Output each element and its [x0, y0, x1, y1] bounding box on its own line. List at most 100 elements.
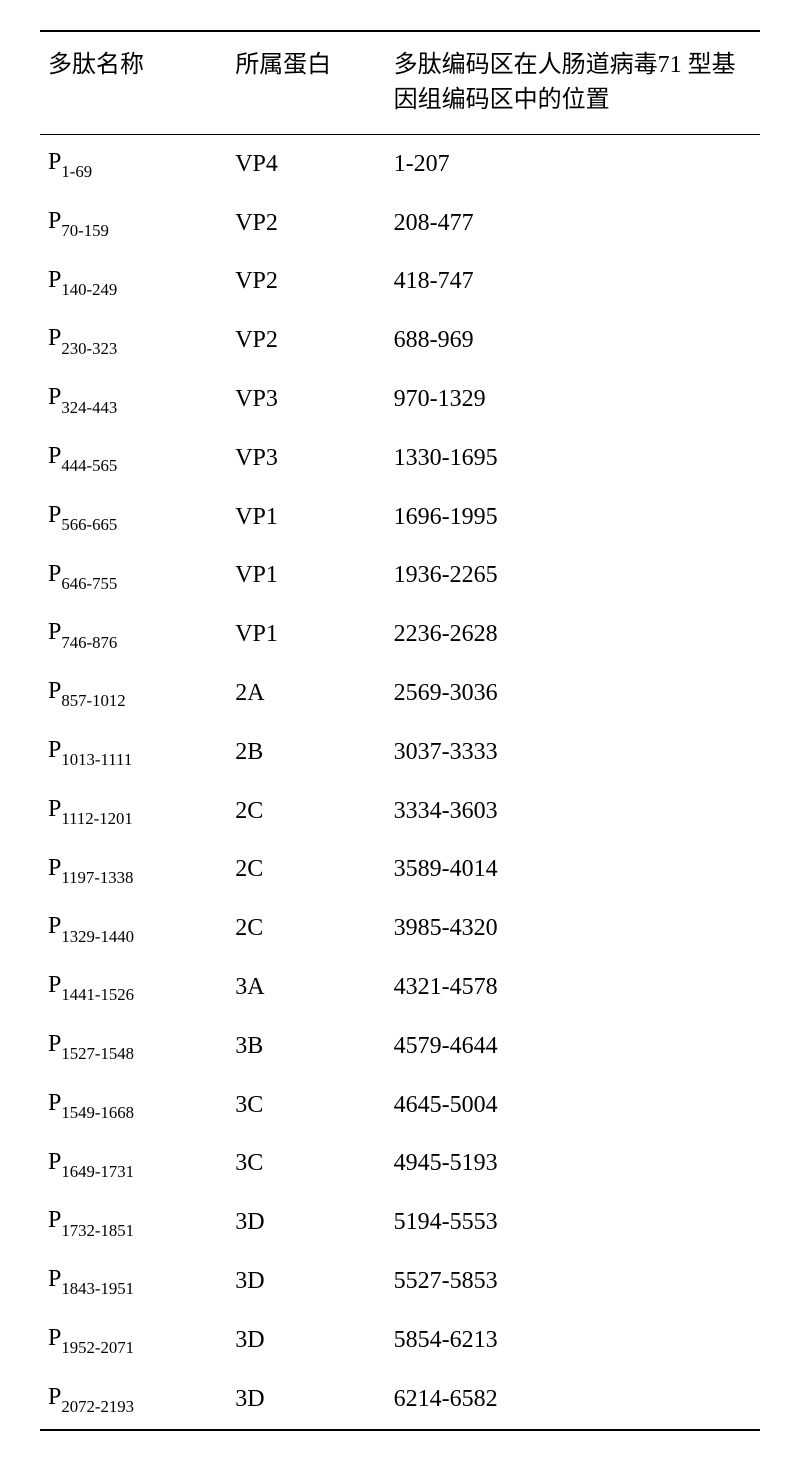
- cell-protein: 3A: [227, 958, 385, 1017]
- cell-protein: VP1: [227, 605, 385, 664]
- peptide-prefix: P: [48, 267, 61, 293]
- cell-protein: 3B: [227, 1017, 385, 1076]
- cell-position: 6214-6582: [386, 1370, 760, 1430]
- peptide-subscript: 1952-2071: [61, 1338, 134, 1357]
- cell-protein: 2C: [227, 841, 385, 900]
- cell-peptide-name: P1527-1548: [40, 1017, 227, 1076]
- col-header-protein: 所属蛋白: [227, 31, 385, 135]
- cell-protein: 2C: [227, 782, 385, 841]
- peptide-prefix: P: [48, 502, 61, 528]
- cell-peptide-name: P1-69: [40, 135, 227, 194]
- cell-protein: 3C: [227, 1076, 385, 1135]
- peptide-subscript: 1112-1201: [61, 809, 132, 828]
- peptide-subscript: 70-159: [61, 221, 109, 240]
- cell-position: 5854-6213: [386, 1311, 760, 1370]
- peptide-subscript: 1013-1111: [61, 750, 132, 769]
- peptide-subscript: 324-443: [61, 398, 117, 417]
- peptide-name: P646-755: [48, 561, 117, 587]
- table-row: P1-69VP41-207: [40, 135, 760, 194]
- peptide-table: 多肽名称 所属蛋白 多肽编码区在人肠道病毒71 型基因组编码区中的位置 P1-6…: [40, 30, 760, 1431]
- cell-protein: 2C: [227, 899, 385, 958]
- cell-peptide-name: P1649-1731: [40, 1135, 227, 1194]
- peptide-name: P1952-2071: [48, 1325, 134, 1351]
- peptide-name: P1112-1201: [48, 796, 133, 822]
- cell-position: 2236-2628: [386, 605, 760, 664]
- table-row: P70-159VP2208-477: [40, 194, 760, 253]
- cell-position: 1936-2265: [386, 547, 760, 606]
- table-row: P1441-15263A4321-4578: [40, 958, 760, 1017]
- cell-position: 1-207: [386, 135, 760, 194]
- peptide-subscript: 1197-1338: [61, 868, 133, 887]
- cell-position: 1696-1995: [386, 488, 760, 547]
- cell-peptide-name: P1441-1526: [40, 958, 227, 1017]
- peptide-prefix: P: [48, 1266, 61, 1292]
- cell-protein: 2B: [227, 723, 385, 782]
- peptide-name: P857-1012: [48, 678, 126, 704]
- peptide-prefix: P: [48, 1090, 61, 1116]
- peptide-name: P1649-1731: [48, 1149, 134, 1175]
- peptide-name: P566-665: [48, 502, 117, 528]
- col-header-position: 多肽编码区在人肠道病毒71 型基因组编码区中的位置: [386, 31, 760, 135]
- table-row: P1112-1201 2C3334-3603: [40, 782, 760, 841]
- peptide-subscript: 1843-1951: [61, 1279, 134, 1298]
- peptide-subscript: 646-755: [61, 574, 117, 593]
- peptide-subscript: 140-249: [61, 280, 117, 299]
- cell-protein: 3D: [227, 1193, 385, 1252]
- cell-position: 3334-3603: [386, 782, 760, 841]
- table-row: P857-10122A2569-3036: [40, 664, 760, 723]
- cell-protein: VP1: [227, 547, 385, 606]
- peptide-subscript: 444-565: [61, 456, 117, 475]
- peptide-subscript: 1549-1668: [61, 1103, 134, 1122]
- cell-protein: VP4: [227, 135, 385, 194]
- table-row: P230-323VP2688-969: [40, 311, 760, 370]
- peptide-prefix: P: [48, 737, 61, 763]
- table-row: P746-876VP12236-2628: [40, 605, 760, 664]
- cell-position: 2569-3036: [386, 664, 760, 723]
- peptide-subscript: 566-665: [61, 515, 117, 534]
- cell-peptide-name: P1732-1851: [40, 1193, 227, 1252]
- peptide-name: P324-443: [48, 384, 117, 410]
- cell-peptide-name: P566-665: [40, 488, 227, 547]
- peptide-subscript: 2072-2193: [61, 1397, 134, 1416]
- cell-peptide-name: P1112-1201: [40, 782, 227, 841]
- peptide-subscript: 746-876: [61, 633, 117, 652]
- table-row: P1649-1731 3C4945-5193: [40, 1135, 760, 1194]
- cell-peptide-name: P746-876: [40, 605, 227, 664]
- peptide-prefix: P: [48, 384, 61, 410]
- cell-protein: 3C: [227, 1135, 385, 1194]
- peptide-name: P140-249: [48, 267, 117, 293]
- cell-protein: VP3: [227, 370, 385, 429]
- peptide-name: P1329-1440: [48, 913, 134, 939]
- cell-position: 3037-3333: [386, 723, 760, 782]
- cell-protein: VP2: [227, 253, 385, 312]
- peptide-prefix: P: [48, 443, 61, 469]
- cell-position: 5194-5553: [386, 1193, 760, 1252]
- cell-position: 4645-5004: [386, 1076, 760, 1135]
- cell-protein: VP3: [227, 429, 385, 488]
- cell-position: 5527-5853: [386, 1252, 760, 1311]
- peptide-name: P230-323: [48, 325, 117, 351]
- peptide-subscript: 1649-1731: [61, 1162, 134, 1181]
- cell-position: 4945-5193: [386, 1135, 760, 1194]
- peptide-prefix: P: [48, 855, 61, 881]
- cell-protein: VP1: [227, 488, 385, 547]
- cell-peptide-name: P324-443: [40, 370, 227, 429]
- peptide-subscript: 1527-1548: [61, 1044, 134, 1063]
- table-row: P1527-15483B4579-4644: [40, 1017, 760, 1076]
- cell-peptide-name: P1197-1338: [40, 841, 227, 900]
- cell-protein: 3D: [227, 1370, 385, 1430]
- table-row: P1952-2071 3D5854-6213: [40, 1311, 760, 1370]
- peptide-name: P1732-1851: [48, 1207, 134, 1233]
- cell-peptide-name: P646-755: [40, 547, 227, 606]
- cell-peptide-name: P70-159: [40, 194, 227, 253]
- peptide-prefix: P: [48, 1149, 61, 1175]
- table-row: P1013-1111 2B3037-3333: [40, 723, 760, 782]
- cell-protein: 3D: [227, 1311, 385, 1370]
- col-header-name: 多肽名称: [40, 31, 227, 135]
- peptide-prefix: P: [48, 149, 61, 175]
- table-row: P566-665 VP11696-1995: [40, 488, 760, 547]
- cell-peptide-name: P1843-1951: [40, 1252, 227, 1311]
- peptide-name: P1549-1668: [48, 1090, 134, 1116]
- cell-position: 688-969: [386, 311, 760, 370]
- peptide-name: P70-159: [48, 208, 109, 234]
